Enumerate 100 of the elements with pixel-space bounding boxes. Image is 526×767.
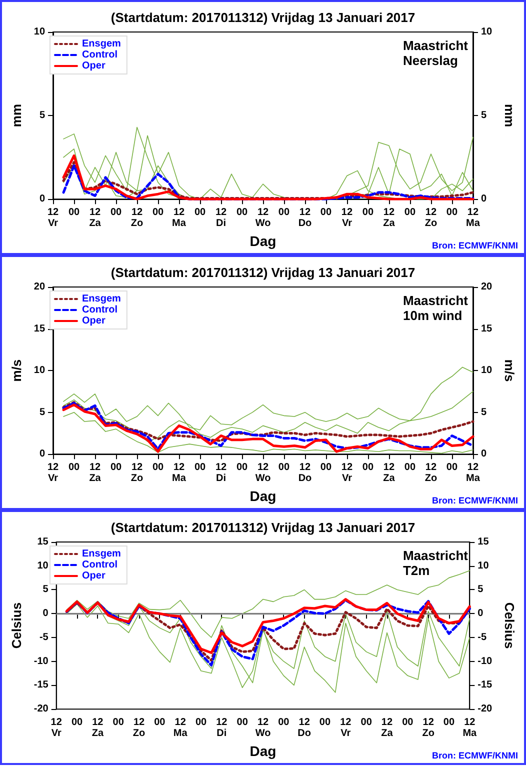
- y2-tick-label: 0: [478, 608, 484, 620]
- x-tick-label: 12 Di: [215, 462, 228, 484]
- y-tick-label: 10: [34, 365, 46, 376]
- y-tick-label: 10: [37, 560, 49, 572]
- x-tick-label: 00: [278, 462, 290, 474]
- x-tick-label: 12 Ma: [173, 717, 188, 740]
- x-tick-label: 12 Di: [216, 717, 228, 740]
- legend-label: Ensgem: [82, 38, 122, 50]
- x-tick-label: 00: [443, 717, 455, 728]
- x-tick-label: 12 Ma: [172, 207, 186, 230]
- x-tick-label: 00: [68, 207, 80, 218]
- x-tick-label: 12 Do: [298, 462, 312, 484]
- x-tick-label: 00: [194, 462, 206, 474]
- legend-label: Ensgem: [82, 548, 122, 560]
- x-tick-label: 12 Zo: [424, 207, 438, 230]
- y2-axis-title: mm: [502, 104, 517, 128]
- y-tick-label: 10: [34, 26, 46, 38]
- y-tick-label: 5: [39, 110, 46, 122]
- legend-label: Control: [82, 304, 118, 316]
- x-tick-label: 00: [278, 717, 290, 728]
- x-tick-label: 12 Za: [89, 462, 102, 484]
- text: Bron: ECMWF/KNMI: [432, 240, 518, 250]
- x-tick-label: 00: [320, 462, 332, 474]
- x-tick-label: 12 Wo: [255, 462, 271, 484]
- x-tick-label: 12 Vr: [47, 462, 60, 484]
- x-tick-label: 00: [362, 462, 374, 474]
- legend-label: Oper: [82, 60, 106, 72]
- text: Maastricht 10m wind: [402, 293, 469, 323]
- x-tick-label: 00: [362, 207, 374, 218]
- x-tick-label: 12 Za: [383, 462, 396, 484]
- x-tick-label: 12 Do: [298, 717, 311, 740]
- text: Bron: ECMWF/KNMI: [432, 496, 518, 506]
- x-tick-label: 12 Di: [215, 207, 228, 230]
- y2-tick-label: 20: [480, 282, 493, 292]
- x-tick-label: 00: [446, 207, 458, 218]
- y2-tick-label: -20: [478, 704, 493, 715]
- x-tick-label: 12 Do: [298, 207, 312, 230]
- x-tick-label: 00: [360, 717, 372, 728]
- x-tick-label: 00: [236, 462, 248, 474]
- y-axis-title: Celsius: [9, 602, 24, 649]
- x-tick-label: 00: [152, 207, 164, 218]
- x-tick-label: 12 Zo: [132, 717, 146, 740]
- y-tick-label: 0: [39, 448, 46, 460]
- x-tick-label: 00: [278, 207, 290, 218]
- x-axis-title: Dag: [250, 743, 276, 759]
- text: Maastricht T2m: [402, 548, 469, 578]
- x-tick-label: 12 Vr: [50, 717, 62, 740]
- x-tick-label: 00: [152, 462, 164, 474]
- x-tick-label: 12 Vr: [340, 717, 352, 740]
- x-axis-title: Dag: [250, 233, 276, 249]
- x-tick-label: 12 Ma: [466, 207, 480, 230]
- y2-tick-label: 5: [480, 406, 487, 418]
- x-tick-label: 12 Za: [381, 717, 394, 740]
- y2-axis-title: m/s: [502, 359, 517, 382]
- y-tick-label: -15: [34, 680, 49, 691]
- x-tick-label: 00: [112, 717, 124, 728]
- x-tick-label: 00: [110, 207, 122, 218]
- legend-label: Oper: [82, 316, 106, 326]
- y-axis-title: m/s: [9, 359, 24, 382]
- y-tick-label: 15: [37, 536, 49, 548]
- x-tick-label: 12 Vr: [341, 462, 353, 484]
- y-tick-label: 0: [39, 194, 46, 205]
- y2-tick-label: 10: [480, 26, 493, 38]
- x-tick-label: 12 Ma: [172, 462, 186, 484]
- y2-tick-label: 15: [478, 536, 490, 548]
- y2-axis-title: Celsius: [502, 602, 517, 649]
- x-tick-label: 12 Za: [92, 717, 104, 740]
- y-tick-label: 5: [39, 406, 46, 418]
- y-tick-label: 20: [34, 282, 46, 292]
- x-tick-label: 12 Wo: [255, 207, 271, 230]
- x-tick-label: 00: [404, 462, 416, 474]
- y2-tick-label: 10: [480, 365, 493, 376]
- x-tick-label: 00: [194, 207, 206, 218]
- y2-tick-label: 0: [480, 194, 487, 205]
- y-axis-title: mm: [9, 104, 24, 128]
- legend-label: Ensgem: [82, 294, 122, 304]
- y2-tick-label: -5: [478, 632, 487, 643]
- x-tick-label: 00: [404, 207, 416, 218]
- text: Bron: ECMWF/KNMI: [432, 750, 518, 760]
- y2-tick-label: 5: [480, 110, 487, 122]
- y-tick-label: 0: [42, 608, 49, 620]
- x-tick-label: 00: [402, 717, 414, 728]
- y-tick-label: -10: [34, 656, 49, 667]
- x-tick-label: 12 Vr: [341, 207, 353, 230]
- x-tick-label: 00: [236, 717, 248, 728]
- x-tick-label: 00: [71, 717, 84, 728]
- legend-label: Control: [82, 50, 118, 60]
- chart-title: (Startdatum: 2017011312) Vrijdag 13 Januari 2017: [110, 265, 416, 280]
- y2-tick-label: 10: [478, 560, 490, 572]
- x-tick-label: 12 Za: [89, 207, 102, 230]
- y2-tick-label: 15: [480, 323, 493, 334]
- x-tick-label: 12 Ma: [466, 462, 480, 484]
- x-tick-label: 12 Vr: [47, 207, 60, 230]
- x-tick-label: 00: [68, 462, 80, 474]
- y-tick-label: -5: [39, 632, 49, 643]
- x-tick-label: 00: [195, 717, 208, 728]
- y-tick-label: 5: [42, 584, 49, 596]
- x-tick-label: 00: [236, 207, 248, 218]
- x-tick-label: 00: [319, 717, 331, 728]
- y2-tick-label: 5: [478, 584, 484, 596]
